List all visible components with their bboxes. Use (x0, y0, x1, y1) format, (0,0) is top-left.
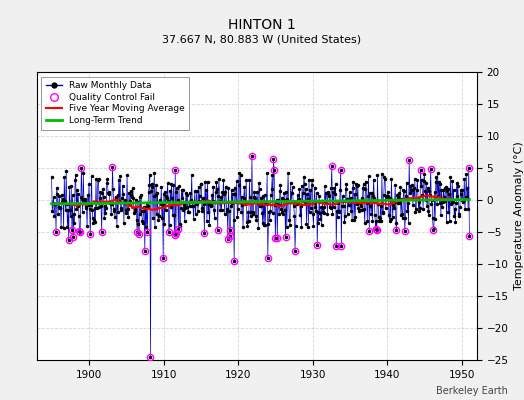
Text: HINTON 1: HINTON 1 (228, 18, 296, 32)
Y-axis label: Temperature Anomaly (°C): Temperature Anomaly (°C) (514, 142, 524, 290)
Text: Berkeley Earth: Berkeley Earth (436, 386, 508, 396)
Text: 37.667 N, 80.883 W (United States): 37.667 N, 80.883 W (United States) (162, 34, 362, 44)
Legend: Raw Monthly Data, Quality Control Fail, Five Year Moving Average, Long-Term Tren: Raw Monthly Data, Quality Control Fail, … (41, 76, 190, 130)
